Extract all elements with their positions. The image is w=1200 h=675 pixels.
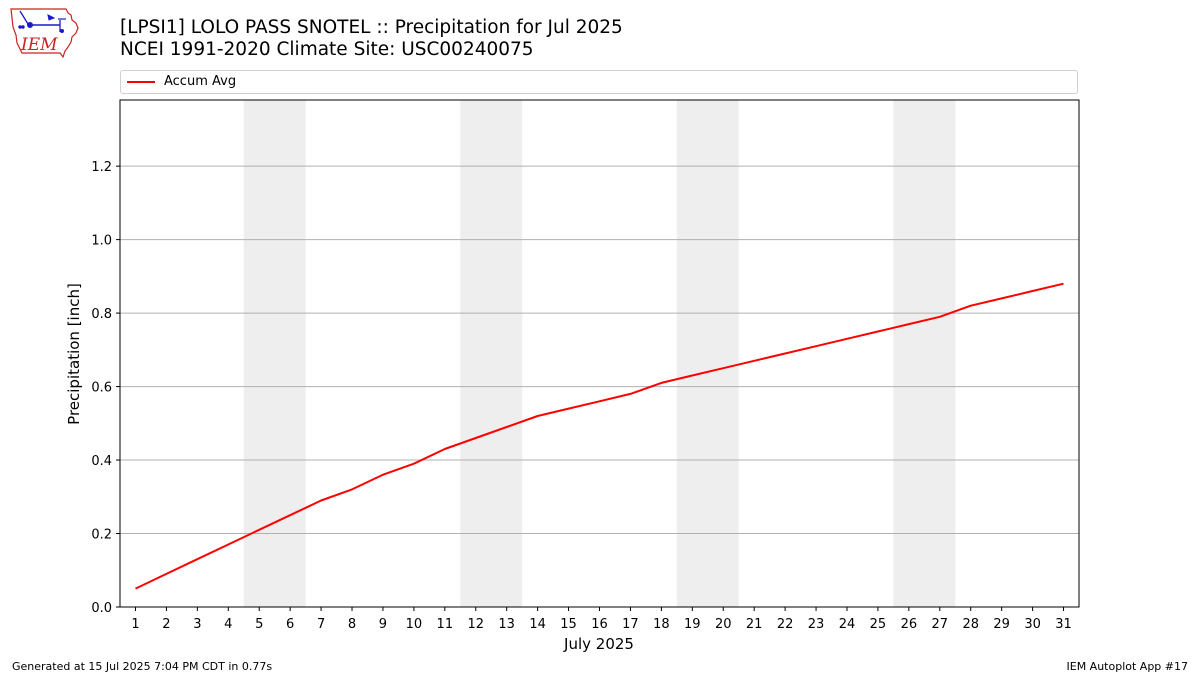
x-tick-label: 11 xyxy=(437,617,454,632)
x-tick-label: 1 xyxy=(131,617,139,632)
series-line-accum-avg xyxy=(135,282,1064,590)
x-tick-label: 27 xyxy=(932,617,949,632)
x-tick-label: 18 xyxy=(653,617,670,632)
x-tick-label: 12 xyxy=(467,617,484,632)
y-tick-label: 0.6 xyxy=(91,381,112,396)
x-tick-label: 15 xyxy=(560,617,577,632)
y-tick-label: 0.8 xyxy=(91,307,112,322)
x-tick-label: 2 xyxy=(162,617,170,632)
logo-text: IEM xyxy=(20,35,58,55)
y-tick-label: 0.4 xyxy=(91,454,112,469)
x-tick-label: 6 xyxy=(286,617,294,632)
chart-title: [LPSI1] LOLO PASS SNOTEL :: Precipitatio… xyxy=(120,17,623,38)
weekend-band-2 xyxy=(460,100,523,607)
x-tick-label: 13 xyxy=(498,617,515,632)
x-tick-label: 19 xyxy=(684,617,701,632)
x-tick-label: 7 xyxy=(317,617,325,632)
x-tick-label: 10 xyxy=(406,617,423,632)
weekend-band-4 xyxy=(893,100,956,607)
y-tick-label: 0.2 xyxy=(91,528,112,543)
y-tick-label: 1.0 xyxy=(91,234,112,249)
x-tick-label: 17 xyxy=(622,617,639,632)
x-tick-label: 21 xyxy=(746,617,763,632)
footer-app: IEM Autoplot App #17 xyxy=(1066,660,1189,673)
footer-generated: Generated at 15 Jul 2025 7:04 PM CDT in … xyxy=(12,660,273,673)
x-tick-label: 24 xyxy=(839,617,856,632)
x-tick-label: 4 xyxy=(224,617,232,632)
legend-label-accum-avg: Accum Avg xyxy=(164,74,237,89)
x-tick-label: 5 xyxy=(255,617,263,632)
x-tick-label: 8 xyxy=(348,617,356,632)
weekend-band-3 xyxy=(676,100,739,607)
iowa-outline-icon xyxy=(10,8,79,59)
x-tick-label: 9 xyxy=(379,617,387,632)
legend: Accum Avg xyxy=(120,70,1078,94)
weekend-band-1 xyxy=(243,100,306,607)
legend-swatch-accum-avg xyxy=(127,81,155,83)
x-tick-label: 16 xyxy=(591,617,608,632)
iem-logo: IEM xyxy=(10,8,79,59)
chart-subtitle: NCEI 1991-2020 Climate Site: USC00240075 xyxy=(120,39,534,60)
x-tick-label: 30 xyxy=(1024,617,1041,632)
x-tick-label: 22 xyxy=(777,617,794,632)
x-tick-label: 14 xyxy=(529,617,546,632)
x-tick-label: 25 xyxy=(870,617,887,632)
y-tick-label: 0.0 xyxy=(91,601,112,616)
x-axis-label: July 2025 xyxy=(563,635,634,653)
y-tick-label: 1.2 xyxy=(91,160,112,175)
x-tick-label: 28 xyxy=(962,617,979,632)
x-tick-label: 23 xyxy=(808,617,825,632)
x-tick-label: 31 xyxy=(1055,617,1072,632)
x-tick-label: 29 xyxy=(993,617,1010,632)
y-axis-label: Precipitation [inch] xyxy=(65,283,83,425)
x-tick-label: 26 xyxy=(901,617,918,632)
weather-station-icon xyxy=(18,10,66,33)
x-tick-label: 3 xyxy=(193,617,201,632)
x-tick-label: 20 xyxy=(715,617,732,632)
